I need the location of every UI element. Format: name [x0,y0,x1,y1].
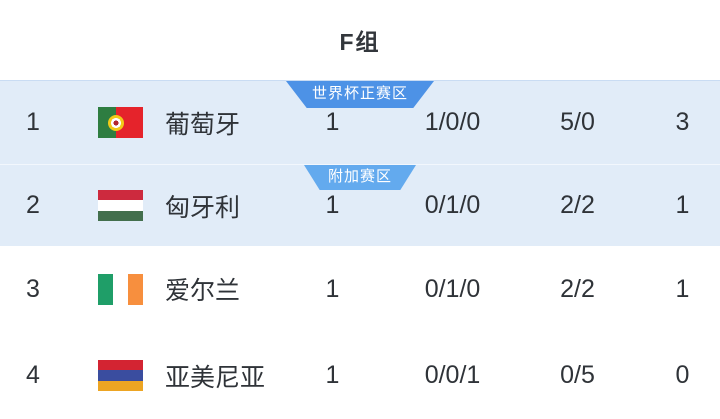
rank-number: 3 [26,274,40,303]
rank-number: 4 [26,361,40,389]
points: 0 [675,361,690,389]
matches-played: 1 [325,108,340,136]
table-row[interactable]: 世界杯正赛区 1 葡萄牙 1 1/0/0 5/0 3 [0,80,720,164]
group-header: F组 [0,0,720,80]
table-row[interactable]: 3 爱尔兰 1 0/1/0 2/2 1 [0,246,720,332]
matches-played: 1 [325,274,340,303]
win-draw-loss: 1/0/0 [424,108,481,136]
rank-number: 1 [26,108,40,136]
goals-for-against: 5/0 [560,108,595,136]
hungary-flag [98,190,143,221]
flag-cell [66,360,165,391]
goals-for-against: 0/5 [560,361,595,389]
ireland-flag [98,273,143,305]
flag-cell [66,107,165,138]
goals-for-against: 2/2 [560,191,595,219]
group-title: F组 [339,29,381,55]
armenia-flag [98,360,143,391]
portugal-flag [98,107,143,138]
win-draw-loss: 0/1/0 [424,191,481,219]
points: 1 [675,191,690,219]
team-name: 葡萄牙 [165,110,241,139]
points: 1 [675,274,690,303]
points: 3 [675,108,690,136]
table-row[interactable]: 附加赛区 2 匈牙利 1 0/1/0 2/2 1 [0,164,720,246]
team-name: 亚美尼亚 [165,363,266,392]
table-row[interactable]: 4 亚美尼亚 1 0/0/1 0/5 0 [0,332,720,419]
zone-banner-playoff: 附加赛区 [303,165,417,190]
goals-for-against: 2/2 [560,274,595,303]
rank-number: 2 [26,191,40,219]
flag-cell [66,190,165,221]
team-name: 匈牙利 [165,193,241,222]
zone-banner-world-cup: 世界杯正赛区 [285,81,435,108]
matches-played: 1 [325,191,340,219]
win-draw-loss: 0/0/1 [424,361,481,389]
matches-played: 1 [325,361,340,389]
team-name: 爱尔兰 [165,277,241,305]
win-draw-loss: 0/1/0 [424,274,481,303]
flag-cell [66,273,165,305]
